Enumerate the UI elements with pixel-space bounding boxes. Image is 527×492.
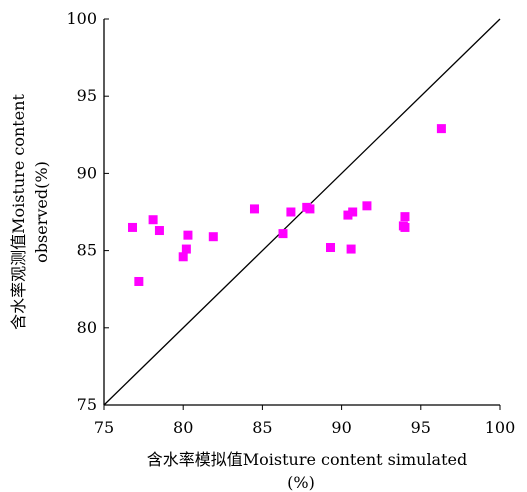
y-axis-title-line2: observed(%) bbox=[32, 161, 51, 263]
axes bbox=[103, 19, 500, 406]
y-tick-label: 85 bbox=[77, 241, 97, 260]
x-tick-label: 100 bbox=[485, 418, 516, 437]
x-axis-unit: (%) bbox=[287, 473, 315, 492]
y-tick-label: 90 bbox=[77, 163, 97, 182]
data-point bbox=[208, 232, 218, 242]
data-point bbox=[134, 276, 144, 286]
x-tick-label: 90 bbox=[331, 418, 351, 437]
y-tick-label: 80 bbox=[77, 318, 97, 337]
data-point bbox=[343, 210, 353, 220]
data-points bbox=[128, 124, 446, 286]
data-point bbox=[278, 229, 288, 239]
data-point bbox=[326, 243, 336, 253]
data-point bbox=[436, 124, 446, 134]
y-tick-label: 100 bbox=[66, 9, 97, 28]
x-tick-label: 95 bbox=[411, 418, 431, 437]
data-point bbox=[249, 204, 259, 214]
ticks: 75 80 85 90 95 100 75 80 85 90 95 100 bbox=[66, 9, 515, 437]
data-point bbox=[181, 244, 191, 254]
data-point bbox=[400, 222, 410, 232]
data-point bbox=[128, 222, 138, 232]
x-tick-label: 75 bbox=[94, 418, 114, 437]
data-point bbox=[305, 204, 315, 214]
data-point bbox=[183, 230, 193, 240]
data-point bbox=[154, 226, 164, 236]
y-tick-label: 75 bbox=[77, 395, 97, 414]
x-axis-title: 含水率模拟值Moisture content simulated bbox=[147, 450, 468, 469]
data-point bbox=[148, 215, 158, 225]
data-point bbox=[400, 212, 410, 222]
x-tick-label: 85 bbox=[252, 418, 272, 437]
data-point bbox=[348, 207, 358, 217]
data-point bbox=[346, 244, 356, 254]
data-point bbox=[362, 201, 372, 211]
data-point bbox=[178, 252, 188, 262]
y-axis-title: 含水率观测值Moisture content bbox=[9, 94, 28, 330]
x-tick-label: 80 bbox=[173, 418, 193, 437]
data-point bbox=[286, 207, 296, 217]
y-tick-label: 95 bbox=[77, 86, 97, 105]
one-to-one-line bbox=[103, 18, 501, 406]
